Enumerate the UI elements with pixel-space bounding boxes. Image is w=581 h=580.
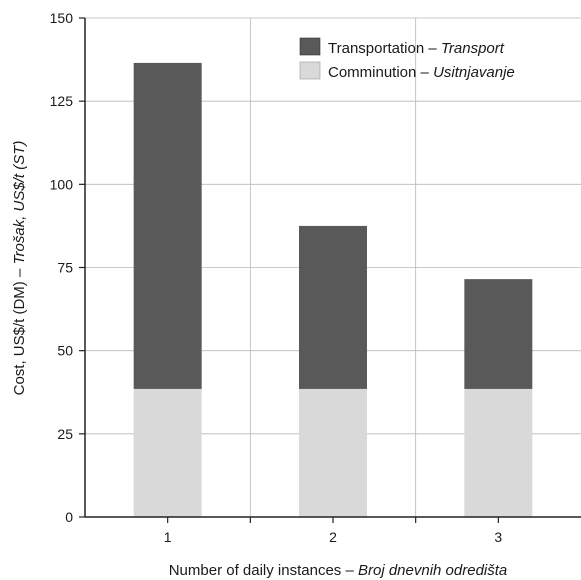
legend: Transportation – Transport Comminution –… xyxy=(299,37,515,81)
bar-comminution-1 xyxy=(133,388,202,517)
y-axis-title: Cost, US$/t (DM) – Trošak, US$/t (ST) xyxy=(11,141,28,396)
legend-swatch-comminution xyxy=(299,61,321,80)
y-tick-label-75: 75 xyxy=(57,260,73,276)
y-tick-label-125: 125 xyxy=(50,93,74,109)
y-tick-label-25: 25 xyxy=(57,426,73,442)
y-tick-label-100: 100 xyxy=(50,176,74,192)
x-axis-title: Number of daily instances – Broj dnevnih… xyxy=(169,562,508,579)
legend-label-comminution: Comminution – Usitnjavanje xyxy=(328,64,515,81)
bar-transportation-3 xyxy=(464,279,533,389)
y-tick-label-150: 150 xyxy=(50,10,74,26)
x-tick-label-1: 1 xyxy=(164,529,172,545)
legend-swatch-transportation xyxy=(299,37,321,56)
y-tick-labels: 0 25 50 75 100 125 150 xyxy=(50,10,85,525)
x-tick-label-3: 3 xyxy=(494,529,502,545)
bar-group xyxy=(133,62,533,517)
x-tick-label-2: 2 xyxy=(329,529,337,545)
bar-comminution-2 xyxy=(299,388,367,517)
bar-comminution-3 xyxy=(464,388,533,517)
y-tick-label-0: 0 xyxy=(65,509,73,525)
x-tick-labels: 1 2 3 xyxy=(164,517,502,545)
bar-transportation-2 xyxy=(299,225,367,389)
bar-transportation-1 xyxy=(133,62,202,389)
y-tick-label-50: 50 xyxy=(57,343,73,359)
legend-label-transportation: Transportation – Transport xyxy=(328,40,505,57)
